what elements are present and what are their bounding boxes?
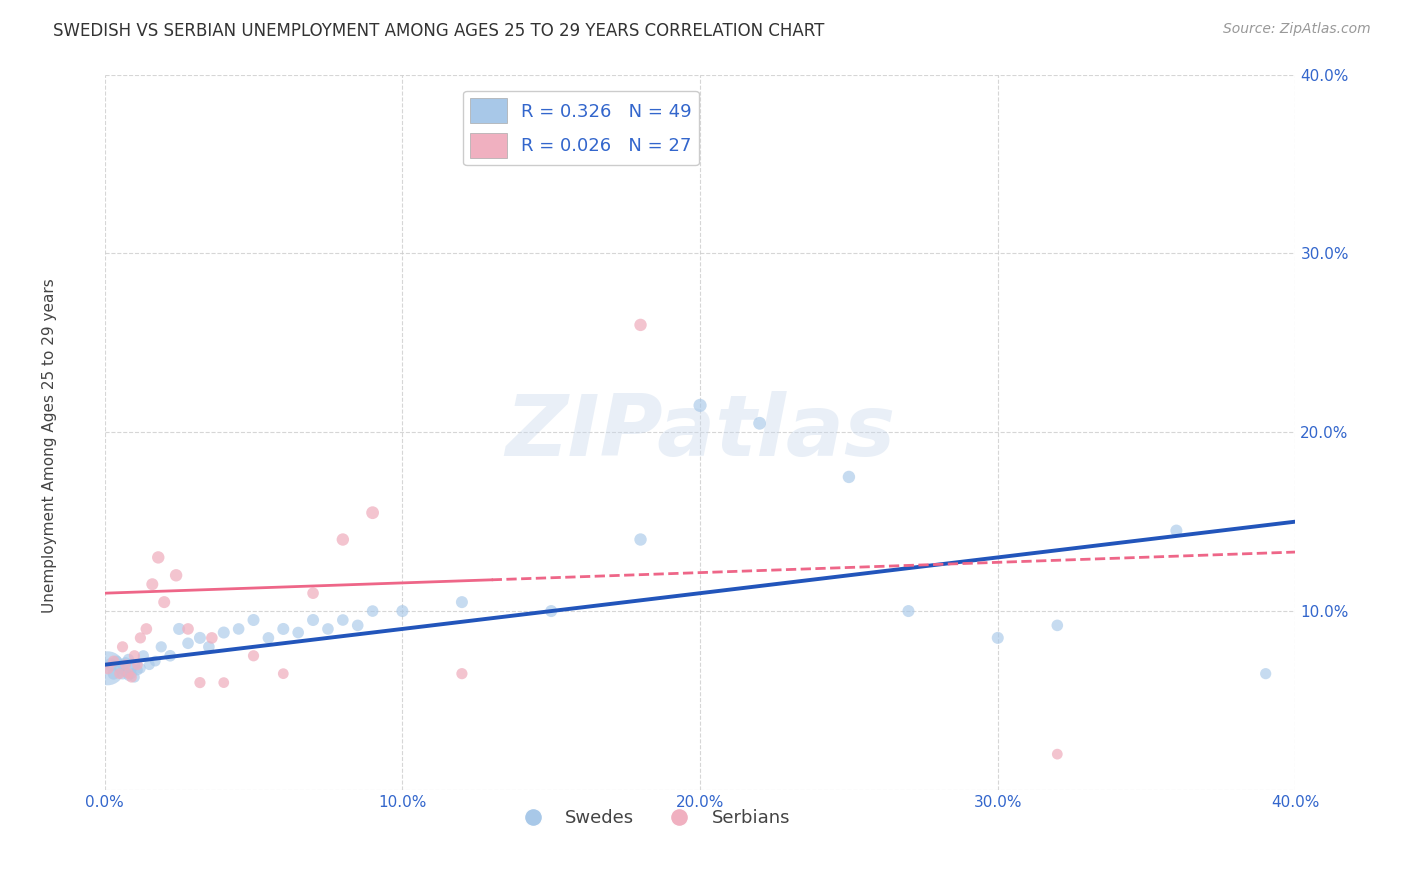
Point — [188, 631, 211, 645]
Point — [167, 622, 190, 636]
Point — [121, 670, 143, 684]
Text: Source: ZipAtlas.com: Source: ZipAtlas.com — [1223, 22, 1371, 37]
Point — [105, 654, 128, 668]
Point — [177, 636, 200, 650]
Point — [188, 675, 211, 690]
Point — [111, 666, 134, 681]
Point — [198, 640, 221, 654]
Point — [103, 654, 125, 668]
Text: SWEDISH VS SERBIAN UNEMPLOYMENT AMONG AGES 25 TO 29 YEARS CORRELATION CHART: SWEDISH VS SERBIAN UNEMPLOYMENT AMONG AG… — [53, 22, 825, 40]
Point — [302, 613, 325, 627]
Point — [332, 533, 354, 547]
Point — [127, 663, 149, 677]
Point — [540, 604, 562, 618]
Point — [111, 640, 134, 654]
Point — [114, 656, 136, 670]
Point — [141, 577, 163, 591]
Point — [124, 648, 146, 663]
Point — [630, 533, 652, 547]
Point — [177, 622, 200, 636]
Point — [1166, 524, 1188, 538]
Point — [391, 604, 413, 618]
Point — [332, 613, 354, 627]
Point — [748, 417, 770, 431]
Point — [165, 568, 187, 582]
Point — [127, 657, 149, 672]
Point — [124, 657, 146, 672]
Point — [212, 675, 235, 690]
Point — [111, 657, 134, 672]
Point — [242, 613, 264, 627]
Point — [451, 595, 474, 609]
Point — [302, 586, 325, 600]
Point — [257, 631, 280, 645]
Point — [287, 625, 309, 640]
Point — [1046, 747, 1069, 761]
Point — [143, 654, 166, 668]
Point — [242, 648, 264, 663]
Point — [132, 648, 155, 663]
Point — [212, 625, 235, 640]
Point — [1254, 666, 1277, 681]
Point — [346, 618, 368, 632]
Point — [97, 661, 120, 675]
Point — [689, 398, 711, 412]
Point — [897, 604, 920, 618]
Point — [153, 595, 176, 609]
Point — [129, 661, 152, 675]
Point — [316, 622, 339, 636]
Point — [361, 506, 384, 520]
Point — [451, 666, 474, 681]
Point — [1046, 618, 1069, 632]
Point — [138, 657, 160, 672]
Point — [135, 622, 157, 636]
Point — [117, 652, 139, 666]
Point — [114, 657, 136, 672]
Point — [159, 648, 181, 663]
Text: Unemployment Among Ages 25 to 29 years: Unemployment Among Ages 25 to 29 years — [42, 278, 56, 614]
Point — [148, 550, 170, 565]
Point — [100, 657, 122, 672]
Point — [630, 318, 652, 332]
Point — [271, 666, 294, 681]
Point — [108, 661, 131, 675]
Point — [201, 631, 224, 645]
Point — [129, 631, 152, 645]
Point — [97, 661, 120, 675]
Text: ZIPatlas: ZIPatlas — [505, 391, 896, 474]
Point — [271, 622, 294, 636]
Point — [117, 666, 139, 681]
Point — [114, 665, 136, 679]
Point — [121, 666, 143, 681]
Point — [108, 666, 131, 681]
Point — [150, 640, 173, 654]
Point — [838, 470, 860, 484]
Point — [228, 622, 250, 636]
Point — [987, 631, 1010, 645]
Point — [117, 668, 139, 682]
Point — [121, 661, 143, 675]
Point — [124, 670, 146, 684]
Legend: Swedes, Serbians: Swedes, Serbians — [508, 802, 797, 835]
Point — [103, 666, 125, 681]
Point — [361, 604, 384, 618]
